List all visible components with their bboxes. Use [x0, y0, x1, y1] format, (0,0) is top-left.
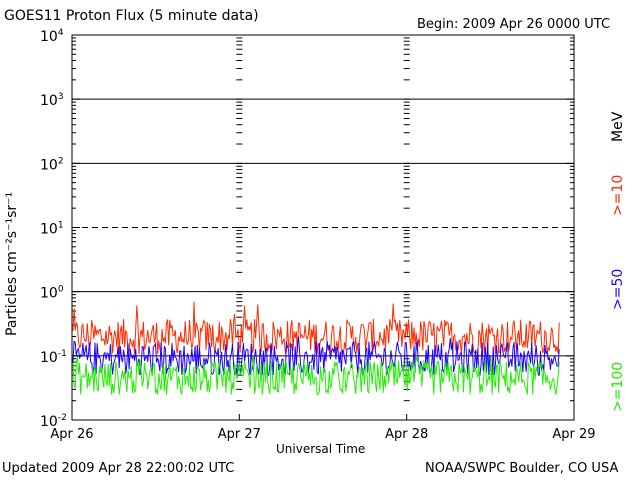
axis-ticks [71, 34, 575, 421]
tick-labels: 10-2 10-1 100 101 102 103 104 Apr 26 Apr 27 Apr 2… [40, 28, 596, 442]
updated-timestamp: Updated 2009 Apr 28 22:00:02 UTC [2, 461, 235, 476]
y-tick-label: 10-2 [40, 413, 67, 430]
credit-label: NOAA/SWPC Boulder, CO USA [425, 461, 619, 476]
y-tick-label: 10-1 [40, 349, 67, 366]
x-axis-label: Universal Time [276, 442, 366, 456]
x-tick-label: Apr 27 [218, 427, 261, 442]
series-line [72, 336, 560, 377]
series-line [72, 355, 560, 396]
legend-ge50: >=50 [610, 268, 626, 310]
chart-title: GOES11 Proton Flux (5 minute data) [4, 8, 259, 24]
series-layer [72, 301, 560, 396]
x-tick-label: Apr 29 [552, 427, 595, 442]
y-tick-label: 104 [40, 28, 64, 45]
y-tick-label: 102 [40, 156, 64, 173]
series-line [72, 301, 560, 356]
x-tick-label: Apr 26 [50, 427, 93, 442]
begin-time-label: Begin: 2009 Apr 26 0000 UTC [417, 17, 611, 32]
grid-lines [72, 98, 574, 357]
y-axis-label: Particles cm⁻²s⁻¹sr⁻¹ [4, 191, 20, 336]
y-tick-label: 101 [40, 221, 64, 238]
legend-ge10: >=10 [610, 174, 626, 216]
y-tick-label: 100 [40, 285, 64, 302]
y-tick-label: 103 [40, 92, 64, 109]
legend-units-mev: MeV [610, 111, 626, 142]
legend-ge100: >=100 [610, 361, 626, 412]
x-tick-label: Apr 28 [385, 427, 428, 442]
minor-tick-marks [72, 37, 574, 421]
